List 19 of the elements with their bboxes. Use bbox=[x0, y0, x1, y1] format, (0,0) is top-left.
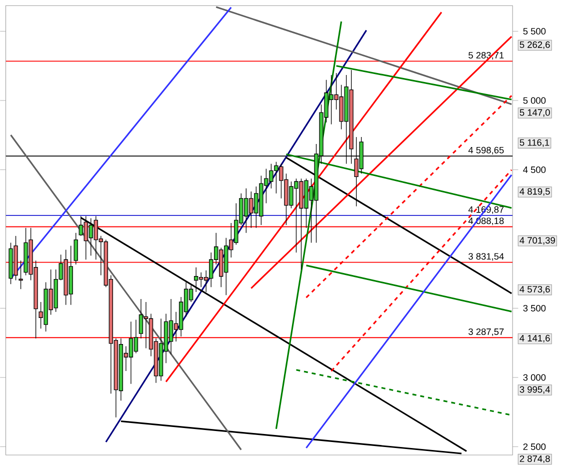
text: 2 874,8 bbox=[520, 456, 550, 464]
text: 4 701,39 bbox=[520, 237, 555, 245]
text: 5 262,6 bbox=[520, 42, 550, 50]
y-tick-label: 2 500 bbox=[523, 444, 546, 450]
y-tick-label: 5 000 bbox=[523, 97, 546, 104]
ref-line-label: 4 088,18 bbox=[468, 218, 504, 226]
text: 4 819,5 bbox=[520, 188, 550, 196]
text: 4 141,6 bbox=[520, 335, 550, 343]
y-tick-label: 3 000 bbox=[523, 374, 546, 381]
ref-line-label: 4 598,65 bbox=[468, 147, 504, 155]
y-tick-label: 3 500 bbox=[523, 305, 546, 312]
text: 3 995,4 bbox=[520, 386, 550, 394]
text: 4 573,6 bbox=[520, 286, 550, 294]
y-tick-label: 4 500 bbox=[523, 166, 546, 174]
y-tick-label: 5 500 bbox=[523, 28, 546, 35]
text: 5 147,0 bbox=[520, 109, 550, 117]
ref-line-label: 3 287,57 bbox=[468, 328, 504, 336]
text: 5 116,1 bbox=[520, 139, 550, 147]
ref-line-label: 3 831,54 bbox=[468, 253, 504, 261]
